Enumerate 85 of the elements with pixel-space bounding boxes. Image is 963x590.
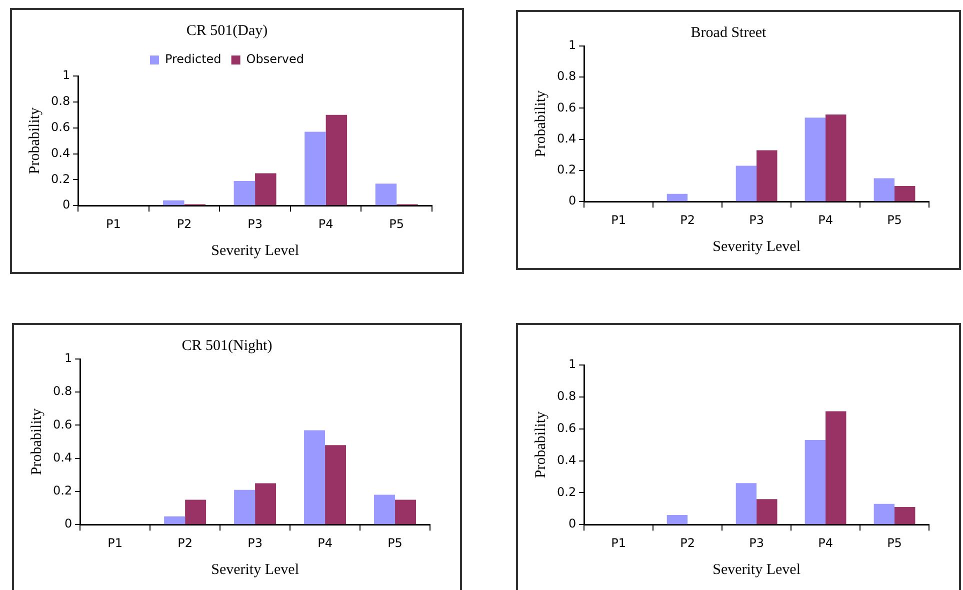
bar xyxy=(163,200,184,206)
x-tick-label: P2 xyxy=(680,536,695,550)
bar xyxy=(756,150,778,202)
chart-title: Broad Street xyxy=(690,24,768,41)
x-tick-label: P5 xyxy=(388,536,402,550)
bar xyxy=(255,483,276,524)
y-axis-title: Probability xyxy=(26,106,43,174)
bar xyxy=(756,499,778,524)
bar xyxy=(375,184,397,206)
y-tick-label: 0.4 xyxy=(50,146,70,160)
x-tick-label: P4 xyxy=(818,536,833,550)
bar xyxy=(325,445,346,524)
x-tick-label: P5 xyxy=(887,536,902,550)
y-tick-label: 0.8 xyxy=(50,94,70,108)
bar xyxy=(234,180,256,206)
y-tick-label: 0.8 xyxy=(556,389,576,404)
x-tick-label: P4 xyxy=(318,216,334,231)
x-tick-label: P3 xyxy=(749,536,764,550)
x-axis-title: Severity Level xyxy=(211,242,299,259)
chart-title: CR 501(Day) xyxy=(186,22,268,39)
bar xyxy=(894,507,916,524)
y-tick-label: 1 xyxy=(568,38,576,52)
x-tick-label: P3 xyxy=(248,216,262,231)
legend-label: Observed xyxy=(246,52,304,66)
bar xyxy=(666,515,688,524)
x-tick-label: P5 xyxy=(887,212,902,227)
y-tick-label: 0.6 xyxy=(50,120,70,134)
y-tick-label: 0.2 xyxy=(556,162,576,177)
x-tick-label: P2 xyxy=(178,536,192,550)
y-tick-label: 0.6 xyxy=(556,100,576,114)
bar xyxy=(804,440,826,524)
y-tick-label: 0.2 xyxy=(556,484,576,499)
bar xyxy=(185,500,206,524)
y-tick-label: 0.8 xyxy=(556,69,576,84)
y-tick-label: 1 xyxy=(568,357,576,372)
bar xyxy=(234,490,256,524)
y-tick-label: 0.4 xyxy=(52,450,72,464)
x-tick-label: P1 xyxy=(611,212,626,227)
x-tick-label: P1 xyxy=(611,536,626,550)
bar xyxy=(804,118,826,202)
bar xyxy=(736,483,757,524)
bar xyxy=(304,430,326,524)
y-tick-label: 0 xyxy=(568,194,576,208)
bar xyxy=(874,178,895,202)
bar xyxy=(874,504,895,524)
x-tick-label: P4 xyxy=(818,212,833,227)
y-tick-label: 0.4 xyxy=(556,131,576,146)
x-tick-label: P1 xyxy=(106,216,121,231)
x-tick-label: P4 xyxy=(318,536,332,550)
bar xyxy=(374,494,396,524)
y-tick-label: 0.2 xyxy=(52,484,72,498)
y-tick-label: 0.4 xyxy=(556,452,576,467)
bar xyxy=(326,114,348,206)
bar xyxy=(736,166,757,202)
y-tick-label: 0.8 xyxy=(52,384,72,398)
chart-title: CR 501(Night) xyxy=(182,338,272,354)
y-tick-label: 0.6 xyxy=(556,420,576,435)
bar xyxy=(826,114,846,202)
y-tick-label: 0 xyxy=(62,198,70,212)
legend-label: Predicted xyxy=(164,52,222,66)
x-tick-label: P5 xyxy=(389,216,404,231)
x-tick-label: P2 xyxy=(680,212,695,227)
bar xyxy=(395,500,416,524)
y-tick-label: 0 xyxy=(568,516,576,531)
y-axis-title: Probability xyxy=(28,408,45,476)
y-tick-label: 0.6 xyxy=(52,417,72,432)
y-tick-label: 0 xyxy=(64,516,72,531)
y-tick-label: 1 xyxy=(64,351,72,366)
y-tick-label: 0.2 xyxy=(50,172,70,186)
bar xyxy=(666,194,688,202)
bar xyxy=(255,173,276,206)
bar xyxy=(304,132,326,206)
bar xyxy=(826,411,846,524)
x-tick-label: P3 xyxy=(749,212,764,227)
y-axis-title: Probability xyxy=(532,410,549,478)
x-tick-label: P2 xyxy=(176,216,192,231)
bar xyxy=(164,516,186,524)
bar xyxy=(894,186,916,202)
x-axis-title: Severity Level xyxy=(712,562,800,578)
y-axis-title: Probability xyxy=(532,90,549,158)
x-tick-label: P1 xyxy=(108,536,123,550)
x-axis-title: Severity Level xyxy=(211,562,299,578)
y-tick-label: 1 xyxy=(62,68,70,82)
x-axis-title: Severity Level xyxy=(712,238,800,255)
x-tick-label: P3 xyxy=(248,536,262,550)
